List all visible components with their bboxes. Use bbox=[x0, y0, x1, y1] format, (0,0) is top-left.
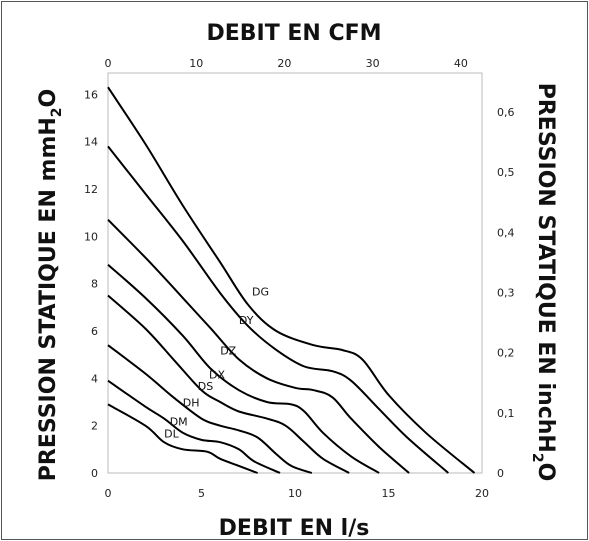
right-tick-label: 0,1 bbox=[497, 407, 515, 420]
right-axis-title: PRESSION STATIQUE EN inchH2O bbox=[529, 83, 558, 482]
curve-dz bbox=[107, 219, 410, 474]
top-tick-label: 40 bbox=[454, 57, 468, 70]
curve-dg bbox=[107, 86, 476, 474]
curve-label-dl: DL bbox=[164, 427, 179, 440]
x-tick-label: 5 bbox=[198, 487, 205, 500]
top-axis-title: DEBIT EN CFM bbox=[206, 21, 381, 46]
axis-ticks: 0 5 10 15 20 0 2 4 6 8 10 12 14 16 0 10 20 30 40 0 0,1 0,2 0,3… bbox=[84, 57, 515, 500]
curves bbox=[107, 86, 476, 474]
top-tick-label: 20 bbox=[277, 57, 291, 70]
left-axis-title-tail: O bbox=[36, 89, 61, 108]
left-axis-title: PRESSION STATIQUE EN mmH2O bbox=[36, 89, 65, 481]
right-tick-label: 0,4 bbox=[497, 226, 515, 239]
right-tick-label: 0,5 bbox=[497, 166, 515, 179]
y-tick-label: 4 bbox=[91, 372, 98, 385]
x-tick-label: 0 bbox=[105, 487, 112, 500]
curve-label-dm: DM bbox=[170, 416, 188, 429]
y-tick-label: 14 bbox=[84, 136, 98, 149]
top-tick-label: 30 bbox=[366, 57, 380, 70]
right-tick-label: 0,3 bbox=[497, 287, 515, 300]
y-tick-label: 12 bbox=[84, 183, 98, 196]
curve-dm bbox=[107, 379, 281, 474]
curve-label-dz: DZ bbox=[220, 345, 236, 358]
top-tick-label: 10 bbox=[189, 57, 203, 70]
x-tick-label: 15 bbox=[382, 487, 396, 500]
curve-label-dh: DH bbox=[183, 397, 200, 410]
curve-dl bbox=[107, 403, 258, 474]
right-axis-title-sub: 2 bbox=[529, 453, 545, 463]
right-tick-label: 0,6 bbox=[497, 106, 515, 119]
curve-label-ds: DS bbox=[198, 380, 213, 393]
y-tick-label: 6 bbox=[91, 325, 98, 338]
curve-dx bbox=[107, 263, 380, 474]
y-tick-label: 2 bbox=[91, 420, 98, 433]
curve-ds bbox=[107, 294, 350, 474]
y-tick-label: 10 bbox=[84, 230, 98, 243]
top-tick-label: 0 bbox=[105, 57, 112, 70]
curve-label-dg: DG bbox=[252, 285, 269, 298]
bottom-axis-title: DEBIT EN l/s bbox=[219, 516, 370, 541]
curve-label-dy: DY bbox=[239, 314, 254, 327]
plot-area-border bbox=[107, 72, 483, 474]
x-tick-label: 20 bbox=[475, 487, 489, 500]
y-tick-label: 16 bbox=[84, 88, 98, 101]
left-axis-title-main: PRESSION STATIQUE EN mmH bbox=[36, 117, 61, 481]
curve-dh bbox=[107, 344, 313, 474]
right-tick-label: 0,2 bbox=[497, 347, 515, 360]
right-axis-title-main: PRESSION STATIQUE EN inchH bbox=[533, 83, 558, 453]
x-tick-label: 10 bbox=[288, 487, 302, 500]
left-axis-title-sub: 2 bbox=[49, 107, 65, 117]
y-tick-label: 8 bbox=[91, 278, 98, 291]
right-tick-label: 0 bbox=[497, 467, 504, 480]
curve-dy bbox=[107, 145, 449, 474]
y-tick-label: 0 bbox=[91, 467, 98, 480]
curve-label-dx: DX bbox=[209, 368, 225, 381]
right-axis-title-tail: O bbox=[533, 463, 558, 482]
